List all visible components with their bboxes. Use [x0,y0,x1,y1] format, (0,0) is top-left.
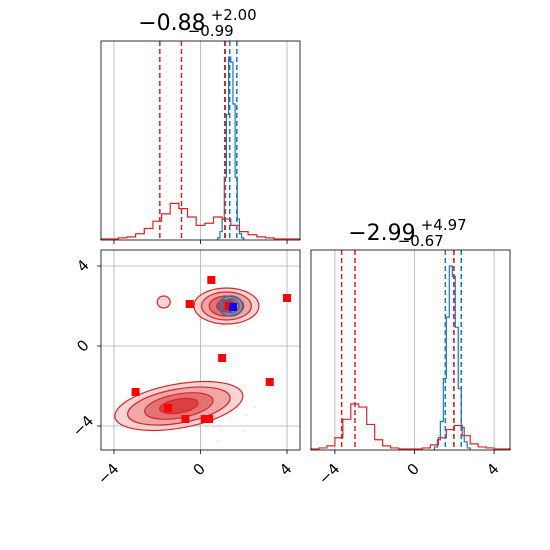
scatter-point [254,406,256,409]
histogram-step [100,202,301,240]
scatter-point [222,324,225,326]
grid [113,41,288,240]
histogram-step [433,265,471,450]
red-marker [218,354,227,362]
blue-contour-level [221,298,240,314]
x-ticks [113,240,288,244]
red-marker [181,415,190,423]
panel-bottom-left-contour: −4 0 4 −404 [69,249,301,488]
scatter-point [237,325,240,328]
histogram-step [310,403,511,450]
markers [131,276,292,423]
scatter-point [260,311,263,313]
title-value: −0.88 [138,11,205,36]
red-marker [164,404,173,412]
title-bottom-right: −2.99 +4.97 −0.67 [348,215,472,250]
scatter-point [123,399,126,402]
scatter-point [243,430,245,432]
red-marker [283,294,292,302]
title-top-left: −0.88 +2.00 −0.99 [138,5,262,40]
scatter-point [245,414,247,417]
axes-frame [310,249,511,451]
scatter-point [126,397,128,399]
scatter-point [220,419,223,422]
title-lower: −0.99 [188,22,234,40]
red-marker [200,415,209,423]
scatter-point [218,325,221,327]
title-value: −2.99 [348,221,415,246]
scatter-point [219,429,222,431]
red-marker [131,388,140,396]
red-marker [207,276,216,284]
red-marker [224,302,233,310]
title-lower: −0.67 [398,232,444,250]
title-upper: +4.97 [421,216,467,234]
quantile-lines [159,41,238,240]
red-marker [265,378,274,386]
scatter-point [230,416,233,419]
scatter-point [212,426,215,429]
red-marker [185,300,194,308]
red-marker [205,415,214,423]
title-upper: +2.00 [211,6,257,24]
scatter-point [179,381,182,383]
red-contour-level [156,295,171,309]
scatter-point [259,299,262,302]
blue-marker [228,303,237,311]
histogram-series [100,56,301,240]
panel-top-left-histogram: −0.88 +2.00 −0.99 [100,5,301,244]
scatter-point [150,388,152,390]
scatter-point [217,440,219,442]
scatter-point [216,425,219,427]
blue-contour-level [218,295,244,317]
scatter-point [142,383,145,385]
quantile-lines [340,250,462,450]
grid [334,250,495,450]
histogram-series [310,265,511,450]
scatter-point [257,298,259,300]
